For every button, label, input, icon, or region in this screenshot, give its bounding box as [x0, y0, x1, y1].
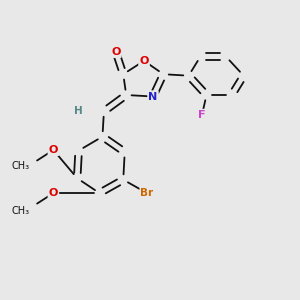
Text: CH₃: CH₃ [12, 161, 30, 171]
Text: O: O [49, 188, 58, 198]
Text: O: O [140, 56, 149, 66]
Text: H: H [74, 106, 82, 116]
Text: O: O [111, 47, 121, 57]
Text: Br: Br [140, 188, 154, 198]
Text: CH₃: CH₃ [12, 206, 30, 216]
Text: F: F [198, 110, 206, 120]
Text: O: O [49, 145, 58, 155]
Text: N: N [148, 92, 158, 101]
